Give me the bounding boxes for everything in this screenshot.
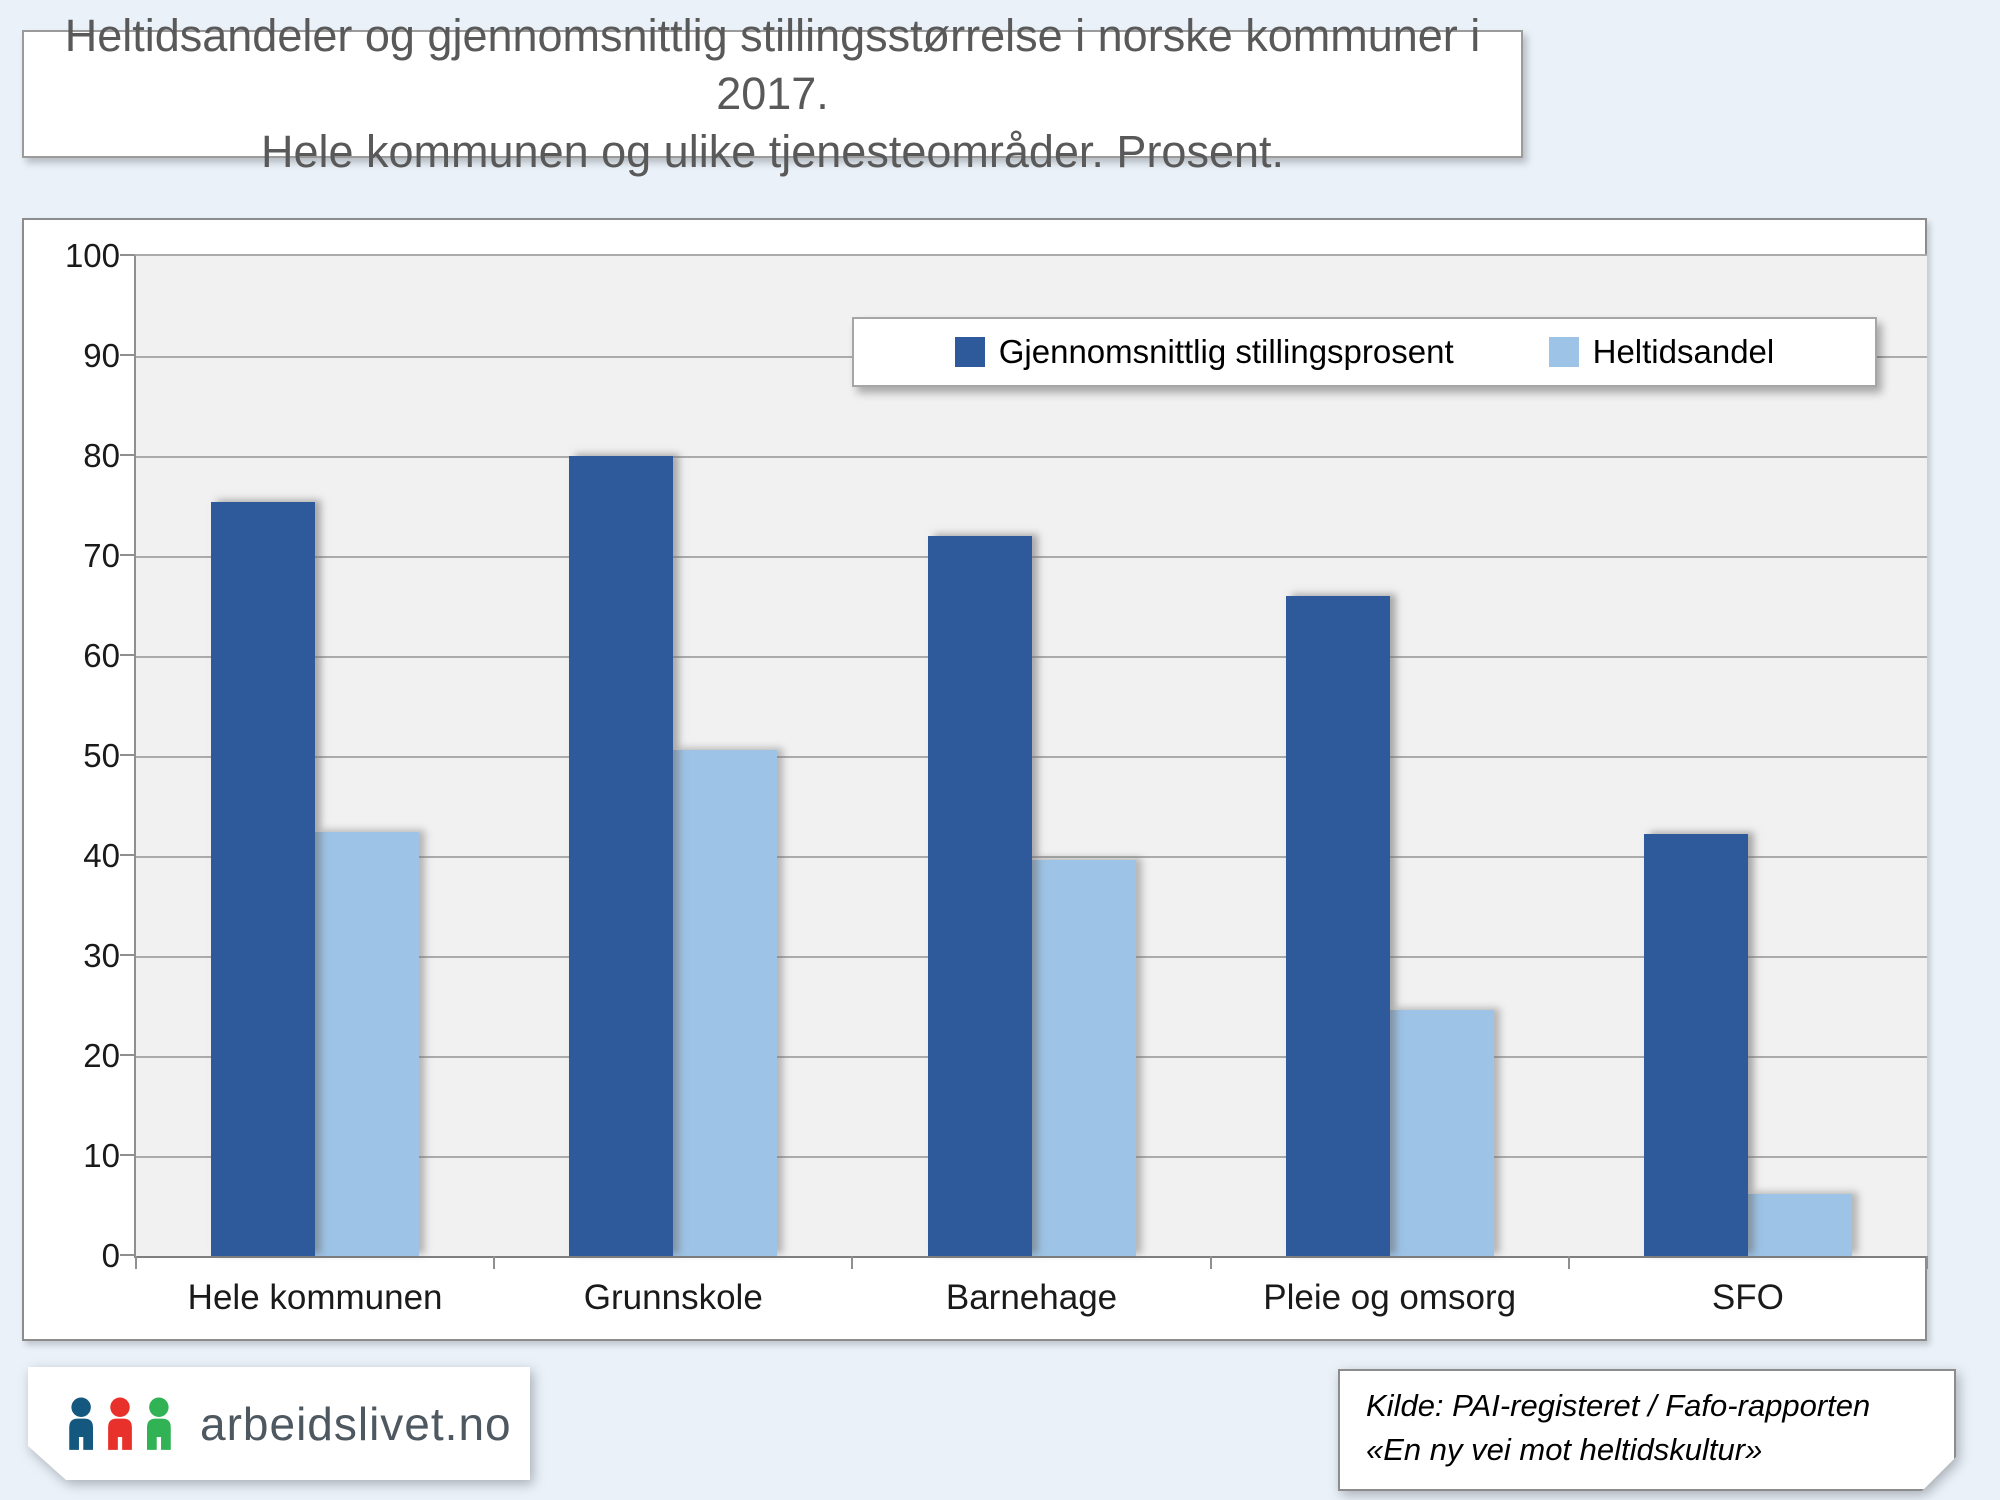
chart-title-line-2: Hele kommunen og ulike tjenesteområder. … — [260, 126, 1285, 177]
legend-label-stillingsprosent: Gjennomsnittlig stillingsprosent — [998, 333, 1454, 370]
bar-stillingsprosent-sfo — [1643, 834, 1748, 1256]
chart-title-box: Heltidsandeler og gjennomsnittlig stilli… — [22, 10, 1523, 177]
x-axis-tick — [493, 1256, 496, 1269]
source: Kilde: PAI-registeret / Fafo-rapporten «… — [1338, 1369, 1956, 1491]
legend-item-stillingsprosent: Gjennomsnittlig stillingsprosent — [954, 333, 1454, 371]
gridline — [136, 856, 1927, 858]
y-axis-label: 60 — [83, 637, 120, 674]
y-axis-label: 40 — [83, 837, 120, 874]
gridline — [136, 656, 1927, 658]
y-axis-tick — [120, 854, 134, 856]
legend-label-heltidsandel: Heltidsandel — [1592, 333, 1775, 370]
legend-swatch-heltidsandel-icon — [1548, 337, 1579, 367]
y-axis-label: 100 — [64, 237, 120, 274]
legend-swatch-stillingsprosent-icon — [954, 337, 985, 367]
three-people-icon — [66, 1397, 174, 1451]
y-axis-tick — [120, 454, 134, 456]
x-category-label: SFO — [1711, 1278, 1784, 1317]
x-category-label: Pleie og omsorg — [1263, 1278, 1517, 1317]
arbeidslivet-logo-box: arbeidslivet.no — [28, 1367, 530, 1480]
gridline — [136, 456, 1927, 458]
y-axis-label: 50 — [83, 737, 120, 774]
source-box: Kilde: PAI-registeret / Fafo-rapporten «… — [1338, 1369, 1956, 1491]
bar-stillingsprosent-barnehage — [927, 536, 1032, 1256]
bar-stillingsprosent-hele-kommunen — [211, 502, 316, 1256]
source-line-1: Kilde: PAI-registeret / Fafo-rapporten — [1366, 1388, 1871, 1423]
y-axis-label: 0 — [101, 1237, 120, 1274]
y-axis-tick — [120, 1154, 134, 1156]
person-icon — [108, 1397, 132, 1449]
chart-legend: Gjennomsnittlig stillingsprosent Heltids… — [852, 317, 1877, 387]
y-axis-tick — [120, 1254, 134, 1256]
person-icon — [147, 1397, 171, 1449]
y-axis-tick — [120, 554, 134, 556]
y-axis-tick — [120, 754, 134, 756]
bar-heltidsandel-grunnskole — [673, 750, 778, 1256]
gridline — [136, 756, 1927, 758]
logo-text: arbeidslivet.no — [200, 1397, 512, 1450]
y-axis-label: 30 — [83, 937, 120, 974]
y-axis-tick — [120, 354, 134, 356]
bar-heltidsandel-barnehage — [1031, 860, 1136, 1256]
bar-stillingsprosent-pleie-og-omsorg — [1285, 596, 1390, 1256]
x-axis-tick — [851, 1256, 854, 1269]
footer-logo: arbeidslivet.no — [28, 1367, 530, 1480]
plot-area — [134, 254, 1927, 1258]
y-axis-label: 20 — [83, 1037, 120, 1074]
gridline — [136, 556, 1927, 558]
x-axis-tick — [1926, 1256, 1928, 1269]
x-axis-tick — [135, 1256, 137, 1269]
y-axis-label: 90 — [83, 337, 120, 374]
bar-heltidsandel-hele-kommunen — [315, 832, 420, 1256]
y-axis-label: 80 — [83, 437, 120, 474]
x-axis-tick — [1209, 1256, 1212, 1269]
x-category-label: Barnehage — [945, 1278, 1118, 1317]
person-icon — [69, 1397, 93, 1449]
y-axis-tick — [120, 1054, 134, 1056]
chart-title-line-1: Heltidsandeler og gjennomsnittlig stilli… — [64, 10, 1481, 119]
legend-item-heltidsandel: Heltidsandel — [1548, 333, 1775, 371]
y-axis-tick — [120, 254, 134, 256]
y-axis-label: 70 — [83, 537, 120, 574]
source-line-2: «En ny vei mot heltidskultur» — [1366, 1432, 1763, 1467]
y-axis-tick — [120, 654, 134, 656]
bar-heltidsandel-sfo — [1747, 1194, 1852, 1256]
x-axis-tick — [1567, 1256, 1570, 1269]
y-axis-tick — [120, 954, 134, 956]
x-category-label: Grunnskole — [583, 1278, 763, 1317]
bar-heltidsandel-pleie-og-omsorg — [1389, 1010, 1494, 1256]
chart-frame: Gjennomsnittlig stillingsprosent Heltids… — [22, 218, 1928, 1341]
x-category-label: Hele kommunen — [187, 1278, 443, 1317]
bar-stillingsprosent-grunnskole — [569, 456, 674, 1256]
y-axis-label: 10 — [83, 1137, 120, 1174]
